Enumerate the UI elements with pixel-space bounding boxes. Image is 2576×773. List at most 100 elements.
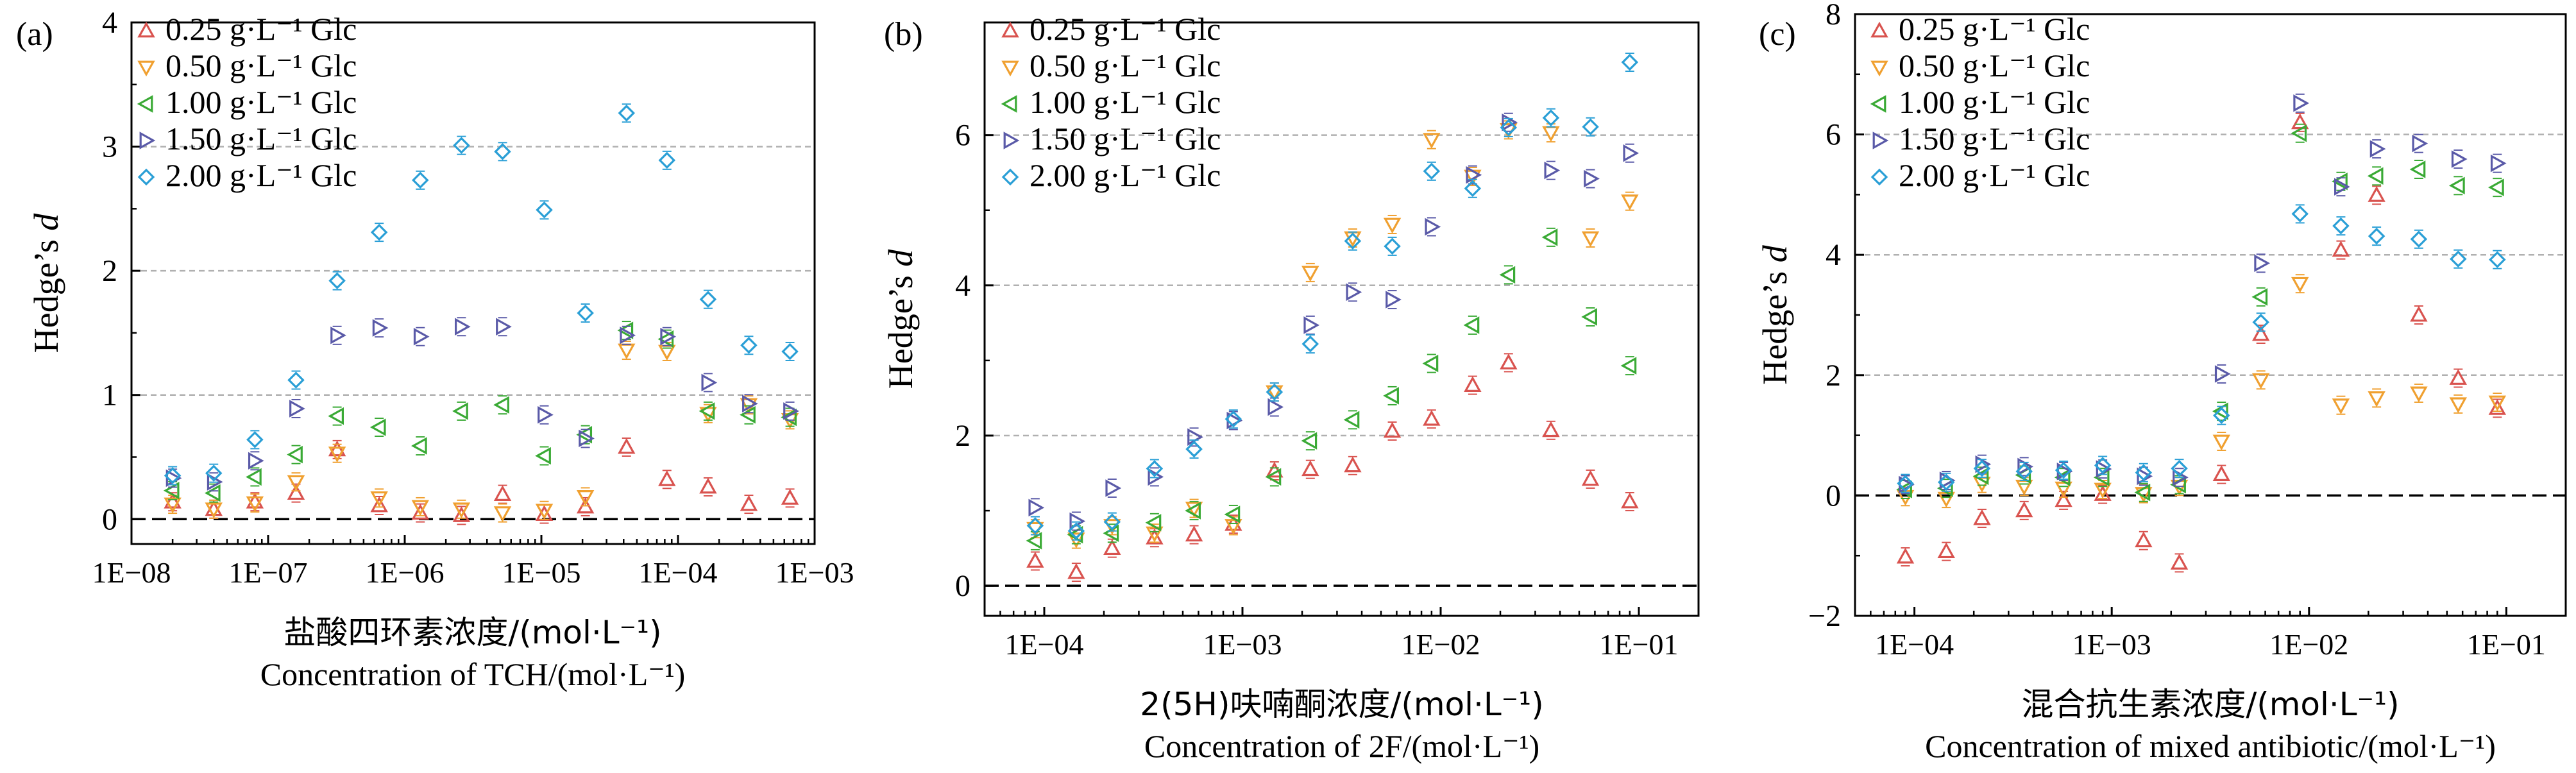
data-point [2410,305,2428,322]
data-point [1301,335,1319,353]
data-point [1937,542,1955,559]
data-point [452,502,471,519]
data-point [1541,228,1558,246]
series-3 [163,321,797,503]
data-point [1423,409,1441,426]
data-point [1423,162,1441,180]
data-point [1581,470,1600,486]
series-4 [165,317,799,492]
data-point [535,446,551,465]
plot-frame [983,21,1700,617]
data-point [1581,308,1597,326]
data-point [2334,178,2350,196]
data-point [2171,459,2188,477]
x-tick-label: 1E−07 [228,556,307,589]
data-point [2055,461,2072,479]
data-point [246,468,262,486]
series-5 [1897,204,2506,493]
data-point [1026,552,1044,568]
data-point [1303,316,1320,334]
data-point [2252,313,2269,331]
legend-label: 0.25 g·L⁻¹ Glc [1899,11,2090,47]
plot-frame [130,21,816,545]
data-point [2094,457,2112,474]
data-point [1103,513,1121,531]
data-point [2332,398,2350,414]
y-axis-label-var: d [1756,244,1794,262]
data-point [1224,410,1242,428]
y-tick-label: 2 [955,419,970,453]
legend-label: 0.50 g·L⁻¹ Glc [1899,47,2090,83]
data-point [2367,167,2384,185]
legend-label: 1.00 g·L⁻¹ Glc [165,84,357,120]
y-tick-label: 0 [1826,479,1841,513]
data-point [576,425,593,444]
data-point [742,395,758,412]
data-point [658,151,676,169]
data-point [453,137,470,154]
x-tick-label: 1E−02 [2269,628,2348,661]
data-point [1542,421,1560,437]
series-2 [164,341,799,523]
data-point [699,402,715,420]
data-point [1422,354,1439,373]
data-point [1623,144,1640,162]
y-axis-label-text: Hedge’s [881,267,920,389]
data-point [2251,288,2268,306]
panel-label: (c) [1759,16,1796,53]
x-tick-label: 1E−06 [365,556,444,589]
legend-label: 1.50 g·L⁻¹ Glc [1030,121,1221,157]
data-point [536,201,553,219]
data-point [618,437,636,454]
data-point [2291,113,2309,130]
y-tick-label: −2 [1808,599,1841,633]
series-1 [1896,112,2507,573]
legend-label: 0.25 g·L⁻¹ Glc [165,11,357,47]
data-point [164,492,182,509]
data-point [1425,217,1441,236]
data-point [248,452,264,470]
data-point [740,405,756,424]
data-point [2251,373,2270,389]
data-point [496,318,512,336]
data-point [2368,391,2385,407]
data-point [2135,464,2153,482]
x-tick-label: 1E−01 [1599,628,1678,661]
data-point [1344,232,1362,250]
data-point [328,440,346,457]
data-point [1384,237,1401,255]
data-point [1466,166,1482,184]
data-point [620,327,636,344]
data-point [2251,325,2270,341]
legend-label: 1.50 g·L⁻¹ Glc [165,121,357,157]
data-point [454,318,471,336]
y-axis-label-text: Hedge’s [27,231,65,353]
legend-marker [1870,95,1886,113]
data-point [289,400,305,418]
legend-marker [1001,95,1017,113]
data-point [660,328,677,346]
data-point [1105,479,1122,497]
data-point [1896,547,1915,564]
data-point [699,477,717,494]
data-point [204,484,221,502]
data-point [783,402,799,420]
data-point [452,506,471,522]
legend-marker [1870,168,1888,186]
data-point [2449,176,2465,195]
data-point [2450,250,2467,268]
y-tick-label: 1 [102,378,117,412]
data-point [2170,554,2189,570]
data-point [618,343,636,360]
data-point [1224,505,1241,523]
data-point [1026,517,1044,534]
x-axis-label-cn: 混合抗生素浓度/(mol·L⁻¹) [2021,686,2399,723]
data-point [2015,501,2033,518]
y-tick-label: 4 [1826,238,1841,272]
data-point [2291,276,2309,293]
legend-label: 0.50 g·L⁻¹ Glc [1030,47,1221,83]
legend-label: 1.00 g·L⁻¹ Glc [1899,84,2090,120]
legend-marker [1001,168,1019,186]
